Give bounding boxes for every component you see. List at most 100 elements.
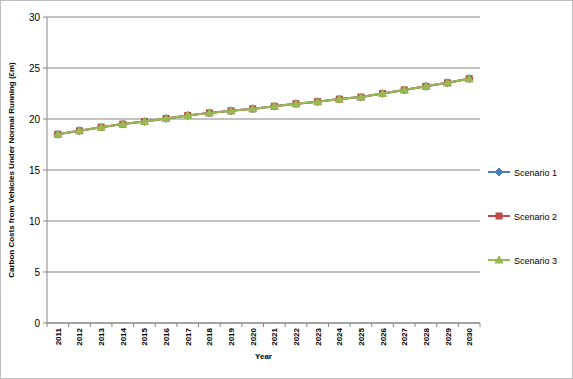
y-tick-label: 10 (29, 216, 41, 227)
x-tick (155, 323, 156, 327)
series-marker (292, 100, 300, 107)
series-marker (141, 119, 147, 125)
series-marker (422, 82, 430, 90)
y-tick-label: 30 (29, 12, 41, 23)
x-tick (176, 323, 177, 327)
x-tick-label: 2025 (357, 327, 366, 345)
y-tick (43, 170, 47, 171)
x-tick (111, 323, 112, 327)
x-tick (263, 323, 264, 327)
x-tick (393, 323, 394, 327)
legend-label: Scenario 2 (514, 212, 557, 222)
chart-frame (1, 1, 573, 379)
series-marker (293, 101, 299, 107)
grid-line (47, 170, 480, 171)
x-tick-label: 2027 (400, 327, 409, 345)
x-tick (306, 323, 307, 327)
series-marker (444, 79, 452, 87)
series-marker (75, 127, 83, 134)
series-marker (205, 109, 213, 116)
series-marker (379, 90, 387, 98)
x-tick-label: 2017 (184, 327, 193, 345)
y-axis (47, 17, 48, 323)
x-tick-label: 2024 (335, 327, 344, 345)
x-tick-label: 2021 (270, 327, 279, 345)
series-marker (335, 95, 343, 103)
x-tick (68, 323, 69, 327)
x-tick-label: 2026 (379, 327, 388, 345)
x-tick-label: 2016 (162, 327, 171, 345)
series-marker (422, 82, 430, 89)
series-marker (445, 80, 451, 86)
x-tick-label: 2011 (54, 327, 63, 345)
y-tick (43, 272, 47, 273)
series-marker (206, 110, 212, 116)
x-tick-label: 2019 (227, 327, 236, 345)
x-tick-label: 2012 (75, 327, 84, 345)
x-tick (47, 323, 48, 327)
series-marker (184, 111, 192, 119)
y-tick-label: 15 (29, 165, 41, 176)
series-marker (336, 96, 342, 102)
series-line (58, 79, 469, 135)
x-tick-label: 2015 (140, 327, 149, 345)
series-marker (76, 128, 82, 134)
series-marker (54, 130, 62, 137)
y-tick (43, 17, 47, 18)
series-line (58, 79, 469, 135)
plot-area (54, 75, 473, 139)
legend-label: Scenario 3 (514, 256, 557, 266)
series-marker (315, 99, 321, 105)
grid-line (47, 272, 480, 273)
series-marker (423, 83, 429, 89)
x-tick-label: 2028 (422, 327, 431, 345)
x-axis-label: Year (255, 352, 272, 361)
series-marker (162, 114, 170, 122)
series-marker (227, 107, 235, 114)
series-marker (98, 124, 104, 130)
series-marker (400, 86, 408, 93)
x-tick (371, 323, 372, 327)
series-marker (75, 127, 83, 135)
y-tick-label: 20 (29, 114, 41, 125)
series-marker (358, 94, 364, 100)
x-tick-label: 2022 (292, 327, 301, 345)
series-marker (250, 106, 256, 112)
series-marker (120, 121, 126, 127)
x-tick-label: 2023 (314, 327, 323, 345)
series-marker (444, 79, 452, 86)
series-marker (184, 111, 192, 118)
x-tick (133, 323, 134, 327)
x-tick-label: 2014 (119, 327, 128, 345)
x-tick (328, 323, 329, 327)
x-tick (436, 323, 437, 327)
x-tick (350, 323, 351, 327)
chart-container: 0510152025302011201220132014201520162017… (0, 0, 573, 379)
x-tick-label: 2029 (444, 327, 453, 345)
y-tick-label: 0 (34, 318, 40, 329)
series-marker (54, 130, 62, 138)
x-tick-label: 2020 (249, 327, 258, 345)
grid-line (47, 221, 480, 222)
series-marker (185, 112, 191, 118)
x-tick-label: 2013 (97, 327, 106, 345)
grid-line (47, 68, 480, 69)
y-tick-label: 25 (29, 63, 41, 74)
series-marker (55, 131, 61, 137)
legend-marker (495, 168, 503, 176)
series-marker (401, 87, 407, 93)
series-marker (314, 98, 322, 106)
x-tick (415, 323, 416, 327)
series-marker (163, 115, 169, 121)
grid-line (47, 17, 480, 18)
series-marker (97, 123, 105, 130)
x-tick-label: 2030 (465, 327, 474, 345)
series-marker (162, 114, 170, 121)
series-marker (140, 118, 148, 126)
series-marker (249, 105, 257, 112)
series-marker (97, 123, 105, 131)
series-marker (119, 120, 127, 128)
series-marker (249, 105, 257, 113)
series-marker (357, 93, 365, 101)
x-tick (480, 323, 481, 327)
